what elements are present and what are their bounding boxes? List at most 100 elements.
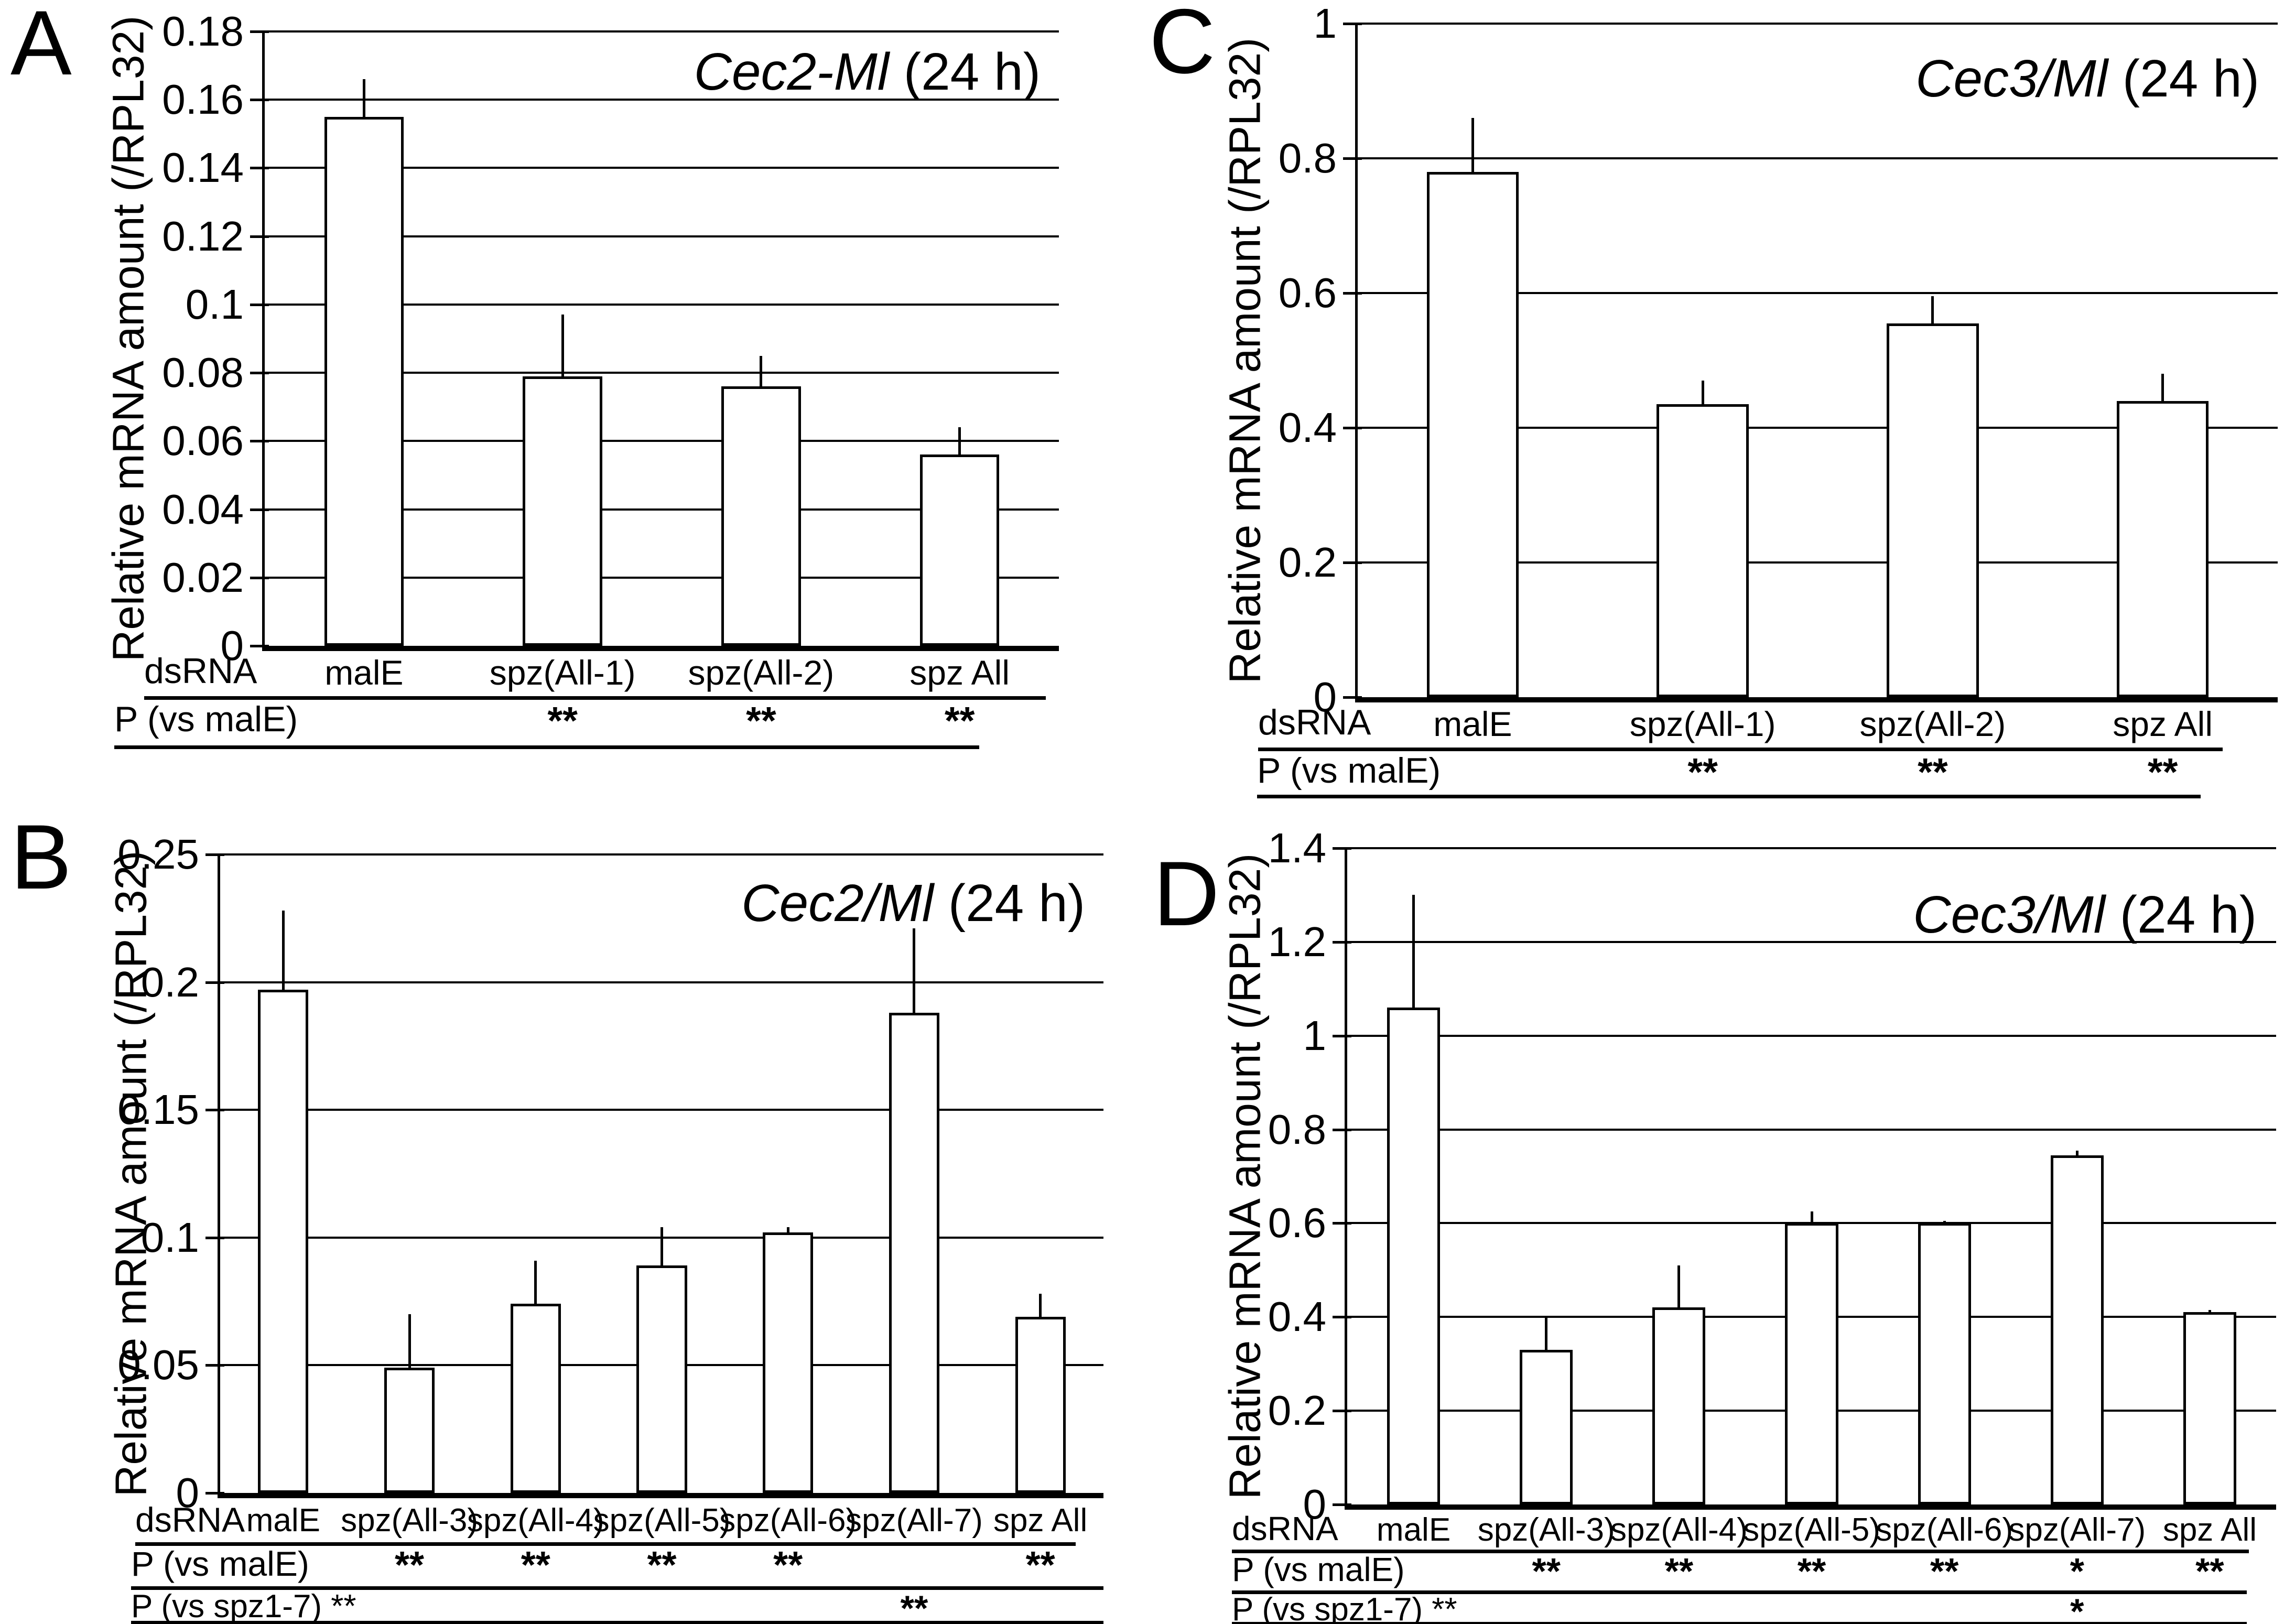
y-tick-label: 0.25 [117, 831, 199, 878]
category-label: spz(All-2) [1859, 705, 2006, 743]
gridline [1347, 940, 2276, 943]
gridline [220, 981, 1103, 983]
gridline [265, 30, 1059, 33]
category-label: spz(All-5) [593, 1502, 731, 1539]
error-bar [534, 1260, 537, 1304]
y-tick [1333, 1222, 1351, 1225]
category-label: spz(All-4) [467, 1502, 604, 1539]
y-tick [1333, 1034, 1351, 1037]
chart-title: Cec2-Ml (24 h) [265, 43, 1041, 101]
row-label: P (vs malE) [1257, 751, 1441, 791]
bar [384, 1368, 435, 1493]
gridline [265, 99, 1059, 101]
error-bar [1701, 381, 1704, 405]
gridline [220, 1109, 1103, 1111]
y-tick [205, 1236, 224, 1239]
y-tick-label: 0.02 [162, 554, 244, 601]
gridline [265, 372, 1059, 374]
error-bar [661, 1227, 663, 1266]
gridline [265, 167, 1059, 169]
y-tick [1343, 292, 1362, 295]
p-value-row: P (vs malE) ** ** ** [1257, 753, 2201, 798]
category-label: spz All [910, 653, 1010, 692]
time-label: (24 h) [889, 42, 1041, 101]
gridline [1347, 1128, 2276, 1131]
y-tick [1343, 696, 1362, 699]
row-label: dsRNA [1258, 702, 1371, 742]
y-tick-label: 0.6 [1278, 269, 1337, 316]
category-label: spz(All-2) [688, 653, 835, 692]
error-bar [1931, 296, 1934, 323]
y-tick [250, 235, 269, 238]
gene-name: Cec3/Ml [1913, 885, 2105, 944]
y-tick [1333, 1316, 1351, 1319]
category-label: spz(All-6) [1876, 1512, 2013, 1548]
p-value-row: P (vs malE) ** ** ** ** * ** [1232, 1553, 2247, 1594]
gridline [1347, 847, 2276, 849]
panel-letter-a: A [10, 0, 72, 94]
category-label: malE [1376, 1512, 1451, 1548]
y-tick-label: 0.2 [1268, 1387, 1326, 1434]
error-bar [362, 79, 365, 117]
p-value-row: P (vs spz1-7) ** ** [131, 1590, 1103, 1624]
dsrna-row: dsRNA malE spz(All-3) spz(All-4) spz(All-5) s… [135, 1500, 1087, 1546]
row-label: P (vs spz1-7) ** [131, 1588, 356, 1624]
error-bar [1412, 895, 1415, 1008]
error-bar [760, 355, 763, 387]
y-tick [205, 1364, 224, 1367]
gridline [265, 235, 1059, 237]
significance-mark: ** [1797, 1551, 1826, 1591]
y-tick-label: 0.04 [162, 485, 244, 533]
y-tick [1333, 1128, 1351, 1131]
bar [1387, 1008, 1441, 1504]
y-tick [1333, 940, 1351, 944]
y-tick [1333, 1503, 1351, 1506]
y-tick [205, 1109, 224, 1112]
y-tick [205, 853, 224, 856]
x-axis-line [1345, 1504, 2276, 1510]
category-label: spz(All-3) [1477, 1512, 1615, 1548]
x-axis-line [218, 1493, 1103, 1498]
y-tick [1333, 1410, 1351, 1413]
bar [1785, 1223, 1838, 1504]
error-bar [282, 911, 285, 990]
row-label: P (vs spz1-7) ** [1232, 1591, 1457, 1624]
bar [523, 376, 602, 646]
row-label: P (vs malE) [114, 699, 298, 739]
y-tick-label: 0.15 [117, 1086, 199, 1133]
significance-mark: ** [1930, 1551, 1959, 1591]
y-tick-label: 0.8 [1278, 135, 1337, 181]
error-bar [2208, 1309, 2211, 1313]
y-tick-label: 1.2 [1268, 918, 1326, 965]
y-tick-label: 0 [220, 622, 244, 669]
y-tick-label: 0.12 [162, 212, 244, 259]
row-label: P (vs malE) [131, 1544, 309, 1583]
error-bar [408, 1314, 411, 1368]
time-label: (24 h) [2105, 885, 2257, 944]
row-label: dsRNA [135, 1500, 245, 1539]
panel-letter-c: C [1149, 0, 1216, 93]
significance-mark: ** [900, 1588, 928, 1624]
y-tick [250, 30, 269, 33]
category-label: spz All [2162, 1512, 2257, 1548]
bar [636, 1265, 687, 1493]
bar [1520, 1349, 1573, 1504]
bar [763, 1232, 814, 1493]
category-label: malE [1433, 705, 1512, 743]
row-label: dsRNA [144, 651, 257, 691]
chart-title: Cec3/Ml (24 h) [1347, 886, 2257, 944]
bar [2183, 1312, 2237, 1504]
y-tick [205, 981, 224, 984]
row-label: dsRNA [1232, 1510, 1338, 1547]
bar [919, 454, 1000, 646]
y-axis-line [1345, 848, 1347, 1510]
category-label: spz All [2113, 705, 2213, 743]
p-value-row: P (vs malE) ** ** ** [114, 701, 979, 749]
y-tick-label: 0.06 [162, 417, 244, 464]
error-bar [1810, 1211, 1813, 1224]
error-bar [786, 1227, 789, 1233]
significance-mark: ** [521, 1544, 550, 1586]
y-tick [1343, 427, 1362, 429]
y-tick-label: 0.08 [162, 349, 244, 396]
gridline [1358, 157, 2278, 159]
